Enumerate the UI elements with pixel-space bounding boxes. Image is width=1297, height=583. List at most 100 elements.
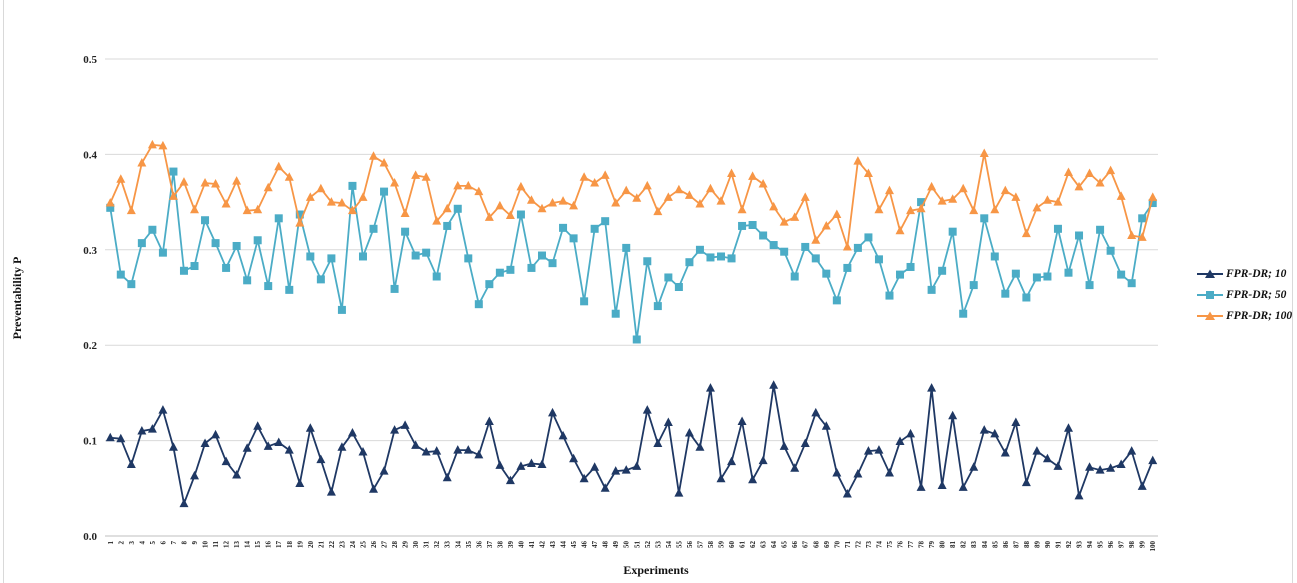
x-tick-label-8: 8: [180, 541, 188, 545]
x-tick-label-25: 25: [359, 541, 367, 549]
series-2-point-69: [822, 269, 831, 278]
series-3-point-85: [990, 204, 1000, 214]
series-2-point-73: [864, 233, 873, 242]
x-tick-label-72: 72: [854, 541, 862, 549]
series-3-point-19: [295, 218, 305, 227]
y-tick-label-0: 0.0: [83, 531, 97, 543]
series-1-point-43: [548, 407, 558, 417]
series-1-point-67: [800, 438, 810, 447]
series-3-point-37: [484, 212, 494, 221]
series-2-point-16: [264, 282, 273, 291]
x-axis-title: Experiments: [623, 563, 689, 577]
series-1: [105, 380, 1158, 508]
series-1-point-46: [579, 473, 589, 483]
series-3-point-99: [1137, 232, 1147, 241]
x-tick-label-79: 79: [928, 541, 936, 549]
series-3-point-9: [190, 204, 200, 214]
series-3-point-84: [979, 148, 989, 157]
series-1-point-95: [1095, 465, 1105, 474]
series-1-point-70: [832, 468, 842, 477]
series-1-point-33: [442, 472, 452, 482]
x-tick-label-28: 28: [391, 541, 399, 549]
series-2-point-40: [516, 210, 525, 219]
series-2-point-93: [1075, 231, 1084, 240]
series-1-point-93: [1074, 490, 1084, 500]
series-3-point-16: [263, 182, 273, 192]
series-1-point-12: [221, 456, 231, 466]
x-tick-label-56: 56: [686, 541, 694, 549]
series-1-point-57: [695, 442, 705, 451]
series-3-point-33: [442, 203, 452, 213]
x-tick-label-32: 32: [433, 541, 441, 549]
series-3-point-87: [1011, 192, 1021, 201]
x-tick-label-43: 43: [549, 541, 557, 549]
series-1-point-19: [295, 478, 305, 488]
x-tick-label-49: 49: [612, 541, 620, 549]
x-tick-label-74: 74: [875, 541, 883, 549]
series-3-point-69: [821, 220, 831, 230]
series-2-point-19: [295, 210, 304, 219]
series-1-point-52: [642, 405, 652, 414]
series-1-point-26: [369, 484, 379, 493]
x-tick-label-41: 41: [528, 541, 536, 549]
series-2-point-75: [885, 291, 894, 300]
series-2-point-84: [980, 214, 989, 223]
series-3-point-92: [1063, 167, 1073, 177]
x-tick-label-86: 86: [1002, 541, 1010, 549]
legend-label-series-3: FPR-DR; 100: [1226, 309, 1293, 322]
x-tick-label-59: 59: [718, 541, 726, 549]
series-3-point-36: [474, 186, 484, 196]
series-1-point-81: [948, 410, 958, 420]
series-2-point-45: [569, 234, 578, 243]
x-tick-label-44: 44: [560, 541, 568, 549]
series-1-point-31: [421, 447, 431, 456]
series-1-point-7: [168, 442, 178, 451]
series-3-point-74: [874, 204, 884, 214]
series-2-point-51: [632, 335, 641, 344]
series-3-point-44: [558, 196, 568, 205]
series-3-point-17: [274, 161, 284, 171]
x-tick-label-80: 80: [939, 541, 947, 549]
series-3-point-34: [453, 180, 463, 190]
series-1-point-72: [853, 468, 863, 478]
figure-border-left: [3, 0, 4, 583]
series-2-point-2: [116, 270, 125, 279]
series-3-point-35: [463, 180, 473, 190]
series-2-point-85: [990, 252, 999, 261]
series-3-point-56: [684, 190, 694, 199]
series-1-point-47: [590, 462, 600, 471]
series-1-point-20: [305, 423, 315, 432]
x-tick-label-3: 3: [128, 541, 136, 545]
x-tick-label-94: 94: [1086, 541, 1094, 549]
series-3-point-25: [358, 192, 368, 201]
series-1-point-48: [600, 483, 610, 492]
series-2-point-94: [1085, 281, 1094, 290]
series-1-line: [110, 384, 1154, 505]
series-2-point-14: [243, 276, 252, 285]
series-1-point-53: [653, 438, 663, 447]
legend-label-series-2: FPR-DR; 50: [1226, 288, 1287, 301]
series-3-point-66: [790, 212, 800, 221]
series-2-line: [109, 170, 1154, 341]
series-3-point-5: [147, 139, 157, 149]
series-1-point-37: [484, 416, 494, 426]
series-2-point-76: [896, 270, 905, 279]
x-tick-label-95: 95: [1097, 541, 1105, 549]
x-tick-label-98: 98: [1128, 541, 1136, 549]
series-1-point-3: [126, 459, 136, 468]
y-tick-label-2: 0.2: [83, 340, 97, 352]
x-tick-label-18: 18: [286, 541, 294, 549]
series-1-point-90: [1042, 453, 1052, 463]
series-1-point-32: [432, 446, 442, 455]
x-tick-label-81: 81: [949, 541, 957, 549]
series-1-point-5: [147, 424, 157, 433]
x-tick-label-88: 88: [1023, 541, 1031, 549]
series-2-point-80: [938, 266, 947, 275]
series-3-point-77: [906, 205, 916, 215]
series-2-point-56: [685, 258, 694, 267]
series-3-point-47: [590, 178, 600, 187]
series-1-point-1: [105, 432, 115, 442]
series-1-point-16: [263, 441, 273, 450]
x-tick-label-40: 40: [517, 541, 525, 549]
